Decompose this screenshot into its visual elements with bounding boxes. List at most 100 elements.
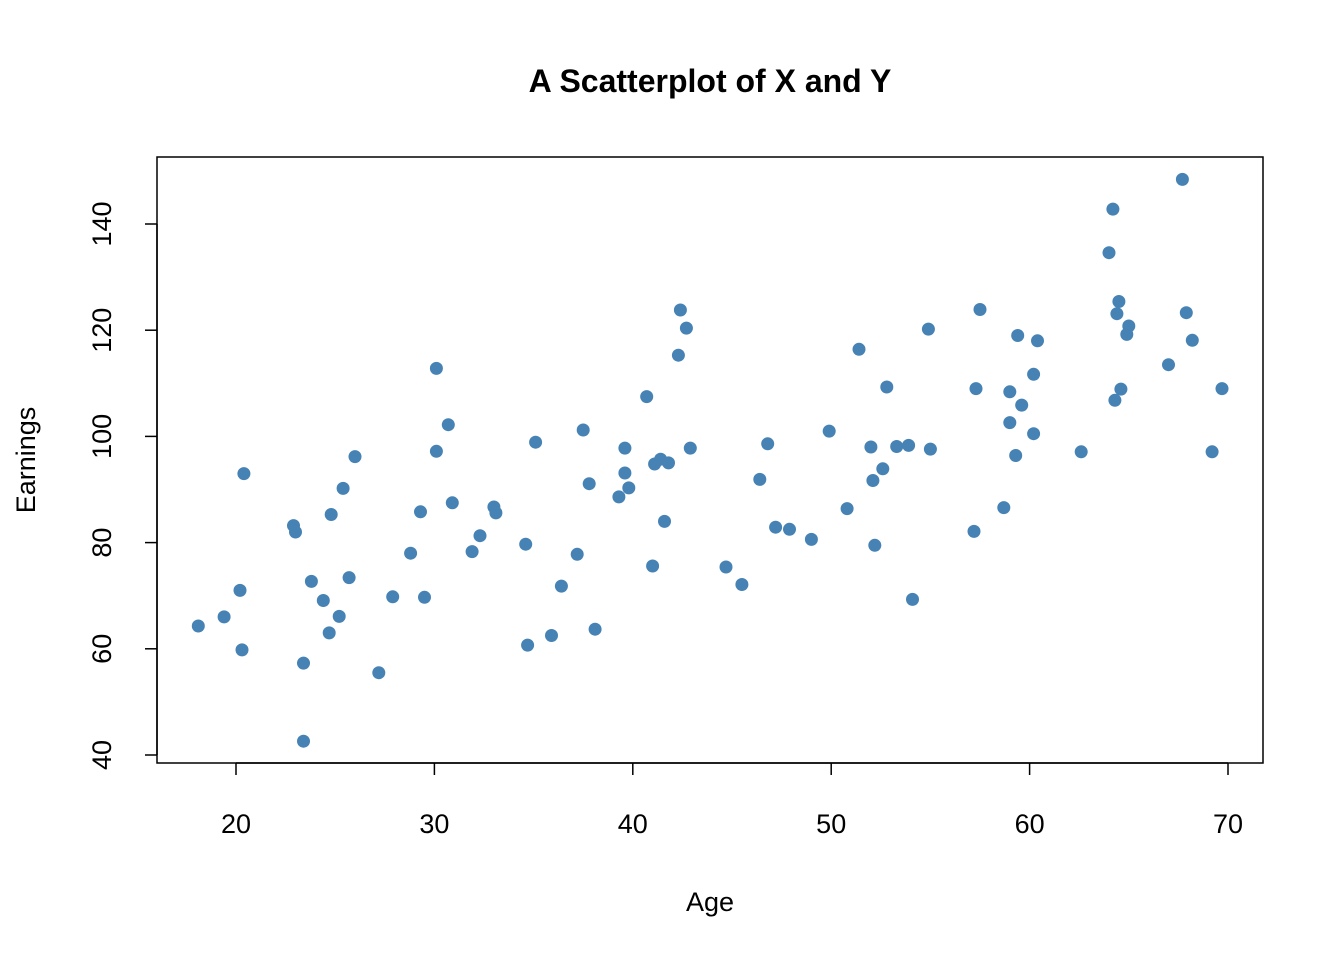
data-point bbox=[289, 525, 302, 539]
data-point bbox=[1027, 367, 1041, 381]
data-point bbox=[1003, 416, 1017, 430]
data-point bbox=[1027, 427, 1041, 441]
data-point bbox=[529, 435, 543, 449]
x-axis: 20 30 40 50 60 70 bbox=[221, 762, 1243, 839]
data-point bbox=[1114, 382, 1128, 396]
y-tick-label: 140 bbox=[87, 201, 117, 246]
data-point bbox=[237, 467, 251, 481]
data-point bbox=[1011, 329, 1025, 342]
data-point bbox=[1179, 306, 1193, 320]
data-point bbox=[1205, 445, 1219, 459]
data-point bbox=[332, 609, 346, 623]
data-point bbox=[1110, 307, 1124, 321]
data-point bbox=[519, 537, 533, 551]
data-point bbox=[967, 524, 981, 538]
data-point bbox=[852, 342, 866, 356]
x-tick-label: 20 bbox=[221, 809, 251, 839]
data-point bbox=[235, 643, 249, 657]
data-point bbox=[191, 619, 205, 633]
data-point bbox=[906, 592, 919, 606]
data-point bbox=[1074, 445, 1088, 459]
data-point bbox=[521, 638, 535, 652]
data-point bbox=[217, 610, 231, 624]
data-point bbox=[1009, 449, 1023, 462]
data-point bbox=[866, 474, 880, 487]
y-tick-label: 60 bbox=[87, 634, 117, 664]
data-point bbox=[923, 442, 937, 456]
data-point bbox=[646, 559, 660, 573]
data-point bbox=[890, 440, 904, 453]
data-point bbox=[973, 303, 987, 316]
data-point bbox=[658, 514, 671, 528]
y-axis-title: Earnings bbox=[11, 407, 41, 514]
data-point bbox=[418, 590, 431, 604]
data-point bbox=[304, 574, 318, 588]
data-point bbox=[576, 423, 590, 437]
chart-title: A Scatterplot of X and Y bbox=[529, 63, 892, 99]
data-point bbox=[372, 666, 386, 680]
data-point bbox=[1162, 358, 1175, 372]
data-point bbox=[465, 545, 479, 559]
data-point bbox=[588, 622, 602, 636]
data-point bbox=[473, 529, 487, 543]
x-axis-title: Age bbox=[686, 887, 734, 917]
data-points bbox=[191, 172, 1229, 748]
data-point bbox=[719, 560, 733, 574]
data-point bbox=[683, 441, 697, 455]
data-point bbox=[233, 583, 247, 597]
data-point bbox=[429, 361, 443, 375]
data-point bbox=[1108, 393, 1122, 407]
x-tick-label: 60 bbox=[1015, 809, 1045, 839]
y-tick-label: 120 bbox=[87, 308, 117, 353]
data-point bbox=[868, 538, 882, 552]
y-tick-label: 40 bbox=[87, 740, 117, 770]
data-point bbox=[1185, 333, 1199, 347]
data-point bbox=[404, 546, 418, 560]
data-point bbox=[761, 437, 775, 451]
data-point bbox=[316, 594, 330, 607]
data-point bbox=[386, 590, 400, 604]
data-point bbox=[969, 382, 983, 396]
data-point bbox=[1106, 202, 1120, 216]
data-point bbox=[554, 579, 568, 593]
data-point bbox=[489, 506, 503, 520]
data-point bbox=[1031, 334, 1044, 348]
data-point bbox=[545, 629, 558, 642]
data-point bbox=[671, 348, 685, 362]
data-point bbox=[783, 522, 796, 536]
data-point bbox=[1102, 246, 1116, 260]
data-point bbox=[1122, 319, 1136, 333]
data-point bbox=[1175, 172, 1189, 186]
data-point bbox=[880, 380, 894, 394]
data-point bbox=[804, 532, 818, 546]
y-tick-label: 80 bbox=[87, 528, 117, 558]
data-point bbox=[840, 502, 854, 516]
data-point bbox=[876, 462, 890, 476]
x-tick-label: 50 bbox=[816, 809, 846, 839]
data-point bbox=[612, 490, 626, 504]
data-point bbox=[297, 656, 310, 670]
data-point bbox=[1003, 385, 1017, 399]
data-point bbox=[902, 438, 916, 452]
data-point bbox=[662, 456, 675, 470]
data-point bbox=[1015, 398, 1029, 412]
data-point bbox=[640, 390, 654, 404]
data-point bbox=[570, 547, 584, 561]
data-point bbox=[997, 501, 1011, 515]
data-point bbox=[348, 450, 362, 464]
x-tick-label: 40 bbox=[618, 809, 648, 839]
data-point bbox=[297, 734, 310, 748]
data-point bbox=[324, 508, 338, 521]
data-point bbox=[735, 578, 749, 591]
data-point bbox=[618, 441, 632, 455]
data-point bbox=[445, 496, 459, 510]
data-point bbox=[622, 481, 636, 495]
data-point bbox=[429, 444, 443, 458]
data-point bbox=[322, 626, 336, 640]
x-tick-label: 30 bbox=[419, 809, 449, 839]
y-tick-label: 100 bbox=[87, 414, 117, 459]
data-point bbox=[864, 440, 878, 454]
data-point bbox=[822, 424, 836, 438]
data-point bbox=[618, 466, 632, 480]
